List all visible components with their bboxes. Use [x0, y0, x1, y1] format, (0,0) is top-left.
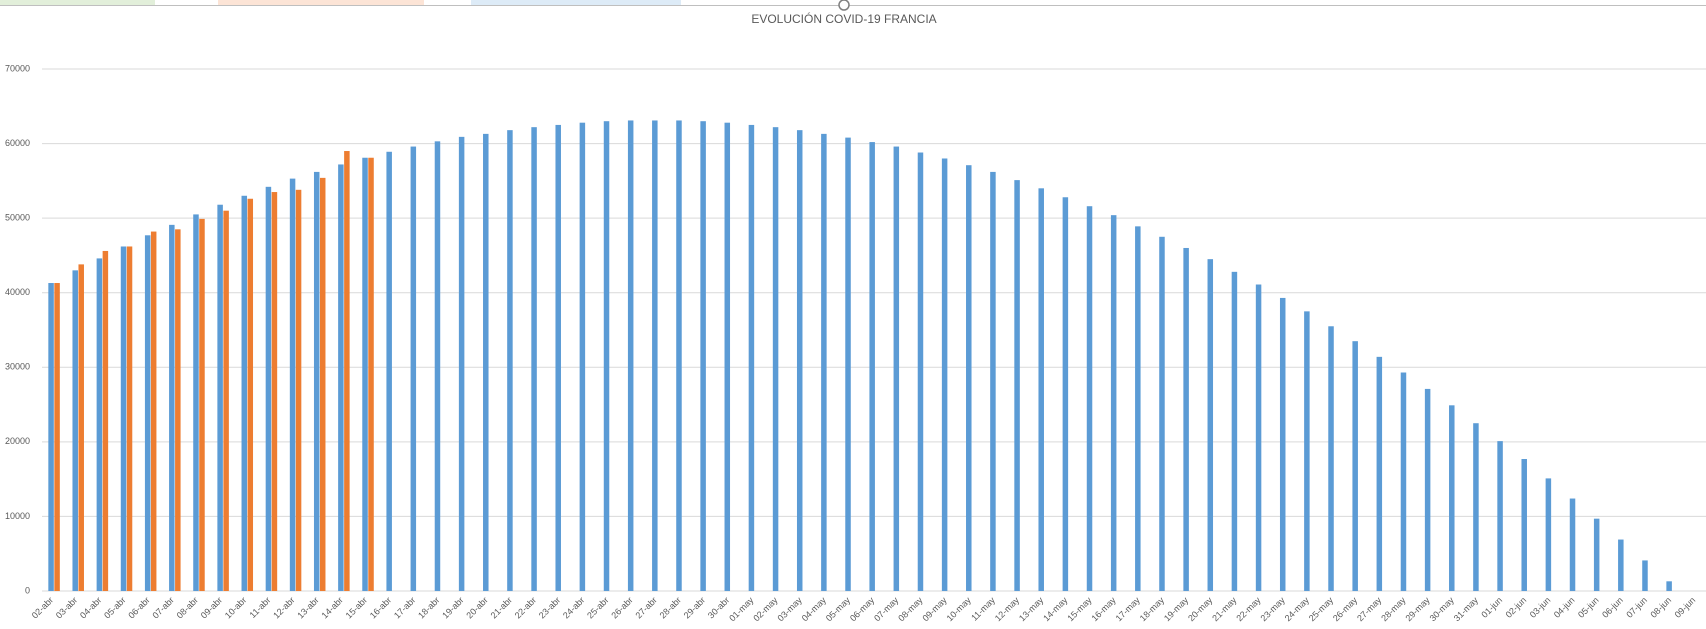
bar: [676, 120, 682, 591]
bar: [724, 122, 731, 591]
bar: [1593, 518, 1600, 591]
y-tick-label: 0: [25, 585, 30, 595]
y-tick-label: 10000: [5, 511, 30, 521]
bar: [247, 198, 254, 592]
bar: [144, 235, 151, 591]
y-tick-label: 40000: [5, 287, 30, 297]
bar: [652, 120, 658, 591]
bar: [175, 229, 181, 592]
bar: [1038, 188, 1044, 592]
bar: [507, 130, 513, 592]
bar: [1304, 311, 1310, 591]
y-tick-label: 30000: [5, 362, 30, 372]
y-tick-label: 20000: [5, 436, 30, 446]
bar: [1255, 284, 1262, 591]
bar: [1618, 539, 1624, 591]
bar: [265, 186, 272, 591]
bar: [241, 195, 248, 591]
bar: [700, 121, 706, 591]
bar: [344, 151, 350, 591]
bar: [1207, 259, 1214, 591]
bar: [289, 178, 296, 591]
bar: [579, 122, 586, 591]
bar: [410, 146, 417, 591]
bar: [1086, 206, 1093, 591]
bar: [217, 204, 223, 591]
bar: [748, 124, 755, 591]
bar: [72, 270, 78, 591]
bar: [1642, 560, 1648, 591]
bar: [199, 218, 205, 592]
bar: [150, 231, 157, 591]
bar: [458, 136, 465, 592]
bar: [483, 133, 489, 591]
bar: [48, 283, 54, 591]
bar: [1449, 405, 1455, 591]
bar: [1328, 326, 1334, 591]
bar: [1110, 215, 1117, 591]
bar: [1424, 388, 1431, 591]
bar: [1062, 197, 1069, 591]
y-tick-label: 60000: [5, 138, 30, 148]
bar: [966, 165, 972, 591]
bar: [772, 127, 779, 591]
bar: [1569, 498, 1576, 591]
bar: [78, 264, 84, 591]
bar: [1666, 581, 1672, 591]
bar: [169, 224, 175, 591]
bar: [917, 152, 924, 591]
bar: [941, 158, 948, 591]
bar: [990, 171, 996, 591]
bar: [368, 157, 374, 592]
bar: [319, 177, 326, 592]
bar: [555, 124, 561, 591]
bar: [120, 246, 127, 592]
bar: [295, 189, 302, 591]
y-tick-label: 70000: [5, 63, 30, 73]
bar: [1473, 423, 1479, 591]
bar: [1014, 180, 1020, 591]
bar: [271, 192, 278, 592]
bar: [603, 121, 610, 591]
bar: [1376, 356, 1383, 591]
bar: [796, 130, 803, 592]
cell-strip: [218, 0, 424, 5]
bar: [313, 171, 320, 591]
bar: [126, 246, 133, 592]
bar: [1521, 459, 1527, 591]
bar: [1135, 226, 1141, 592]
bar: [627, 120, 634, 591]
bar: [531, 127, 537, 591]
bar: [193, 214, 199, 591]
bar: [1497, 441, 1503, 591]
bar: [1231, 271, 1238, 591]
bar: [845, 137, 851, 591]
bar: [54, 283, 60, 591]
bar: [821, 133, 827, 591]
bar: [1545, 478, 1552, 591]
bar: [386, 151, 392, 591]
bar: [1400, 372, 1407, 591]
y-tick-label: 50000: [5, 213, 30, 223]
bar: [96, 258, 103, 591]
bar: [1352, 341, 1358, 591]
chart-title: EVOLUCIÓN COVID-19 FRANCIA: [751, 11, 936, 26]
bar: [869, 142, 875, 591]
bar: [434, 141, 441, 591]
bar: [338, 164, 344, 592]
bar: [362, 157, 368, 592]
bar: [1159, 236, 1165, 592]
resize-handle[interactable]: [838, 0, 850, 11]
cell-strip: [0, 0, 155, 5]
bar: [893, 146, 900, 591]
bar: [1279, 297, 1286, 591]
cell-strip: [471, 0, 681, 5]
bar: [1183, 247, 1189, 591]
bar: [223, 210, 229, 591]
bar: [102, 250, 109, 591]
